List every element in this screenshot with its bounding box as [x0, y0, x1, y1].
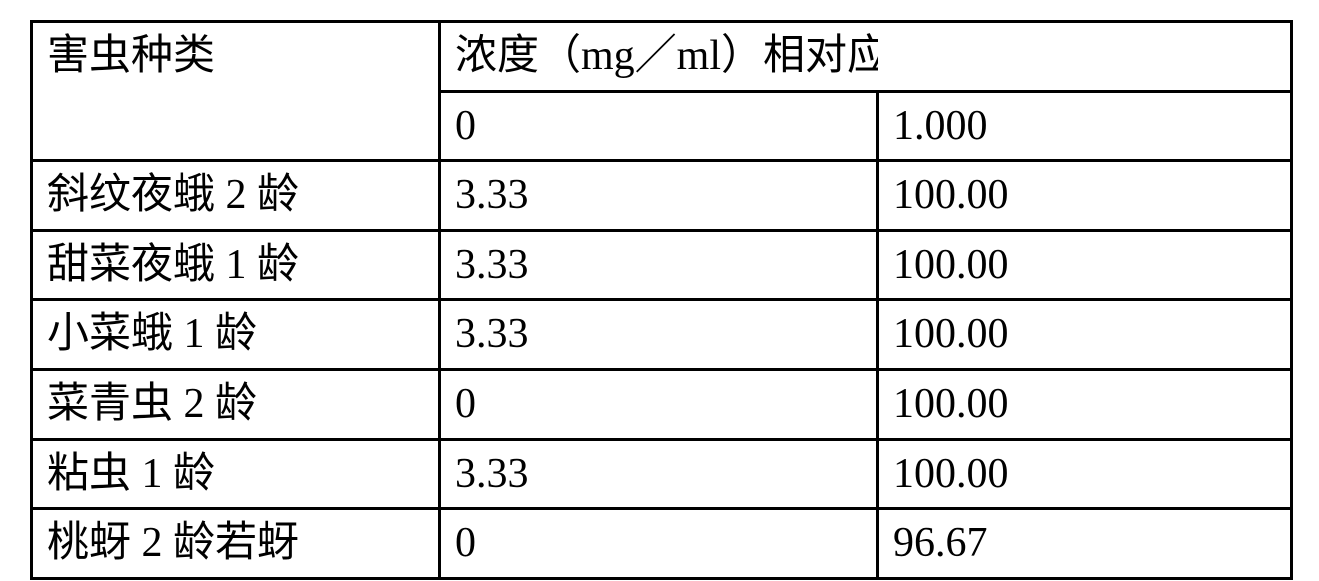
merged-header-right	[878, 22, 1292, 92]
row-value-0: 3.33	[440, 230, 878, 300]
row-value-1: 96.67	[878, 509, 1292, 579]
row-header-label: 害虫种类	[32, 22, 440, 92]
table-header-row-2: 0 1.000	[32, 91, 1292, 161]
row-label: 桃蚜 2 龄若蚜	[32, 509, 440, 579]
row-value-0: 3.33	[440, 439, 878, 509]
row-header-label-spacer	[32, 91, 440, 161]
table-row: 桃蚜 2 龄若蚜 0 96.67	[32, 509, 1292, 579]
row-value-1: 100.00	[878, 161, 1292, 231]
row-label: 甜菜夜蛾 1 龄	[32, 230, 440, 300]
sub-header-1: 1.000	[878, 91, 1292, 161]
row-label: 斜纹夜蛾 2 龄	[32, 161, 440, 231]
table-row: 菜青虫 2 龄 0 100.00	[32, 369, 1292, 439]
mortality-table: 害虫种类 浓度（mg／ml）相对应的死亡率（%） 0 1.000 斜纹夜蛾 2 …	[30, 20, 1293, 580]
row-value-1: 100.00	[878, 300, 1292, 370]
table-row: 斜纹夜蛾 2 龄 3.33 100.00	[32, 161, 1292, 231]
table-header-row-1: 害虫种类 浓度（mg／ml）相对应的死亡率（%）	[32, 22, 1292, 92]
row-value-0: 3.33	[440, 300, 878, 370]
row-value-0: 0	[440, 369, 878, 439]
merged-header-left: 浓度（mg／ml）相对应的死亡率（%）	[440, 22, 878, 92]
row-value-1: 100.00	[878, 369, 1292, 439]
row-value-0: 3.33	[440, 161, 878, 231]
table-row: 粘虫 1 龄 3.33 100.00	[32, 439, 1292, 509]
sub-header-0: 0	[440, 91, 878, 161]
table-row: 甜菜夜蛾 1 龄 3.33 100.00	[32, 230, 1292, 300]
table-row: 小菜蛾 1 龄 3.33 100.00	[32, 300, 1292, 370]
row-value-1: 100.00	[878, 439, 1292, 509]
row-value-1: 100.00	[878, 230, 1292, 300]
row-label: 小菜蛾 1 龄	[32, 300, 440, 370]
row-label: 菜青虫 2 龄	[32, 369, 440, 439]
row-label: 粘虫 1 龄	[32, 439, 440, 509]
row-value-0: 0	[440, 509, 878, 579]
